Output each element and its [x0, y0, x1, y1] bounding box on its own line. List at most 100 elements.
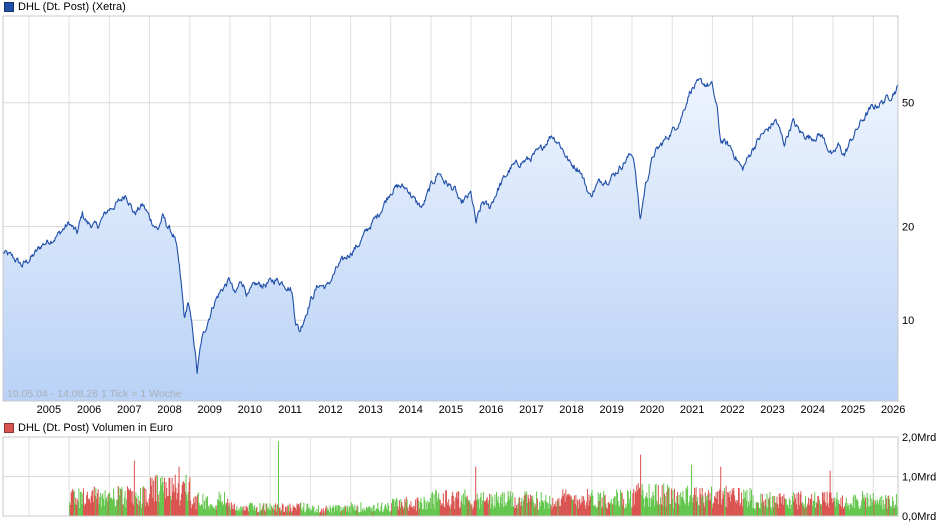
volume-bar	[155, 474, 157, 516]
volume-bar	[358, 512, 360, 516]
volume-bar	[111, 498, 113, 516]
volume-bar	[110, 497, 112, 516]
volume-bar	[465, 498, 467, 516]
volume-bar	[109, 492, 111, 516]
volume-bar	[879, 497, 881, 516]
x-tick-label: 2016	[479, 404, 503, 416]
volume-bar	[774, 502, 776, 516]
volume-bar	[433, 494, 435, 516]
volume-bar	[92, 489, 94, 516]
volume-bar	[109, 498, 111, 516]
volume-bar	[566, 496, 568, 516]
volume-bar	[830, 492, 832, 516]
volume-bar	[290, 507, 292, 516]
volume-bar	[207, 506, 209, 516]
volume-bar	[589, 500, 591, 516]
volume-bar	[285, 507, 287, 516]
volume-bar	[177, 483, 179, 516]
volume-bar	[653, 495, 655, 516]
volume-bar	[404, 498, 406, 516]
volume-bar	[730, 501, 732, 516]
volume-bar	[356, 505, 358, 516]
volume-bar	[133, 460, 135, 516]
volume-bar	[173, 492, 175, 516]
volume-bar	[164, 498, 166, 516]
volume-bar	[863, 494, 865, 516]
volume-bar	[757, 502, 759, 516]
volume-bar	[713, 502, 715, 516]
volume-bar	[576, 499, 578, 516]
volume-bar	[260, 510, 262, 516]
volume-bar	[76, 499, 78, 516]
volume-bar	[449, 508, 451, 516]
volume-bar	[841, 506, 843, 516]
volume-bar	[677, 503, 679, 516]
volume-bar	[751, 508, 753, 516]
price-area	[3, 78, 898, 401]
volume-bar	[540, 492, 542, 516]
volume-bar	[264, 511, 266, 516]
volume-bar	[656, 500, 658, 516]
volume-bar	[772, 507, 774, 516]
volume-bar	[569, 494, 571, 516]
volume-bar	[112, 500, 114, 516]
volume-bar	[315, 512, 317, 516]
volume-bar	[178, 466, 180, 517]
volume-bar	[727, 492, 729, 516]
volume-bar	[643, 507, 645, 516]
volume-bar	[675, 503, 677, 516]
volume-bar	[432, 491, 434, 516]
volume-bar	[136, 498, 138, 516]
volume-bar	[611, 505, 613, 516]
volume-bar	[222, 505, 224, 516]
volume-bar	[312, 508, 314, 516]
volume-bar	[371, 508, 373, 516]
volume-bar	[875, 503, 877, 516]
volume-bar	[825, 505, 827, 516]
volume-bar	[831, 502, 833, 516]
volume-bar	[684, 504, 686, 516]
volume-bar	[295, 509, 297, 516]
volume-bar	[499, 507, 501, 516]
volume-bar	[200, 504, 202, 516]
volume-bar	[476, 493, 478, 516]
volume-bar	[269, 503, 271, 516]
volume-bar	[351, 504, 353, 516]
volume-bar	[332, 505, 334, 516]
volume-bar	[655, 483, 657, 516]
volume-bar	[883, 509, 885, 516]
volume-bar	[271, 507, 273, 516]
volume-bar	[75, 497, 77, 516]
volume-bar	[339, 512, 341, 516]
volume-bar	[514, 497, 516, 516]
volume-bar	[328, 512, 330, 516]
volume-bar	[567, 493, 569, 516]
volume-bar	[633, 488, 635, 516]
volume-bar	[566, 494, 568, 516]
volume-bar	[586, 488, 588, 516]
volume-bar	[132, 491, 134, 516]
volume-bar	[322, 508, 324, 516]
volume-bar	[262, 504, 264, 516]
volume-bar	[742, 499, 744, 516]
volume-bar	[355, 510, 357, 516]
volume-bar	[243, 506, 245, 516]
volume-bar	[522, 505, 524, 516]
volume-bar	[729, 490, 731, 516]
volume-bar	[734, 495, 736, 516]
volume-bar	[513, 507, 515, 516]
volume-bar	[769, 491, 771, 516]
volume-bar	[205, 496, 207, 516]
volume-bar	[470, 505, 472, 516]
volume-bar	[496, 491, 498, 516]
volume-bar	[230, 502, 232, 516]
volume-bar	[170, 496, 172, 516]
volume-bar	[245, 505, 247, 516]
volume-bar	[340, 506, 342, 516]
volume-bar	[849, 504, 851, 516]
volume-bar	[428, 503, 430, 516]
volume-bar	[377, 502, 379, 516]
volume-bar	[72, 488, 74, 516]
volume-bar	[776, 496, 778, 516]
volume-bar	[385, 507, 387, 516]
